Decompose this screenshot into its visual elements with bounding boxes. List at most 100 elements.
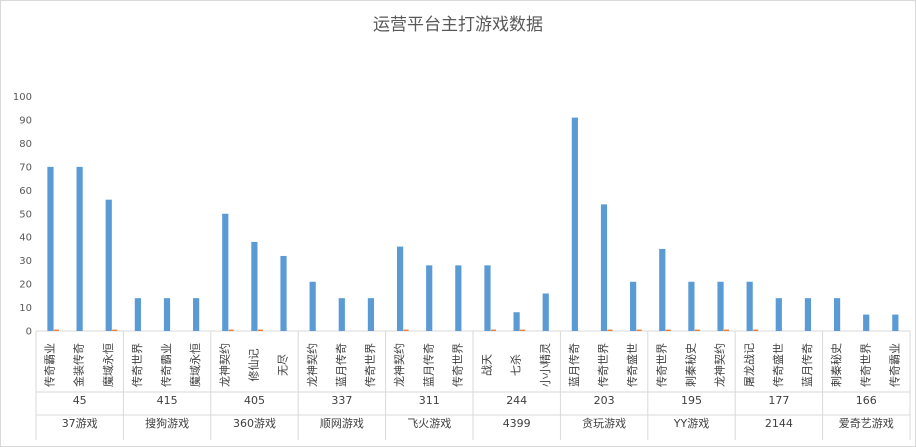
category-label: 蓝月传奇 <box>335 343 348 387</box>
bar <box>309 281 316 331</box>
category-label: 无尽 <box>277 354 290 376</box>
y-tick-label: 40 <box>19 233 32 244</box>
platform-label: 飞火游戏 <box>407 417 451 430</box>
category-label: 屠龙战记 <box>743 343 756 387</box>
bar-secondary <box>490 329 496 331</box>
bar-secondary <box>112 329 118 331</box>
bar <box>746 281 753 331</box>
category-label: 蓝月传奇 <box>568 343 581 387</box>
group-count-label: 203 <box>594 394 615 407</box>
bar-secondary <box>520 329 526 331</box>
platform-label: 360游戏 <box>233 417 276 430</box>
bar <box>367 298 375 331</box>
category-label: 刺秦秘史 <box>829 343 843 387</box>
category-label: 传奇盛世 <box>625 343 639 387</box>
bar-secondary <box>53 329 59 331</box>
bar <box>600 204 608 331</box>
y-tick-label: 80 <box>19 139 32 150</box>
bar <box>222 213 229 331</box>
bar <box>455 265 462 331</box>
bar <box>717 281 724 331</box>
bar <box>892 314 899 331</box>
bar <box>105 199 112 331</box>
bar <box>542 293 549 331</box>
bar-secondary <box>724 329 730 331</box>
platform-label: 顺网游戏 <box>320 417 364 430</box>
category-label: 传奇世界 <box>655 343 668 387</box>
category-label: 金装传奇 <box>72 343 86 387</box>
category-label: 龙神契约 <box>217 343 231 387</box>
y-tick-label: 70 <box>19 162 32 173</box>
bar-secondary <box>753 329 759 331</box>
category-label: 龙神契约 <box>713 343 727 387</box>
bar <box>426 265 433 331</box>
bar <box>280 255 287 331</box>
category-label: 传奇霸业 <box>160 343 173 387</box>
group-count-label: 405 <box>244 394 265 407</box>
bar <box>659 248 666 331</box>
category-label: 蓝月传奇 <box>801 343 814 387</box>
group-count-label: 166 <box>856 394 877 407</box>
category-label: 传奇世界 <box>364 343 377 387</box>
platform-label: 37游戏 <box>62 417 98 430</box>
bar <box>396 246 404 331</box>
category-label: 传奇霸业 <box>888 343 901 387</box>
category-label: 传奇世界 <box>859 343 872 387</box>
y-tick-label: 60 <box>19 186 32 197</box>
group-count-label: 415 <box>157 394 178 407</box>
category-label: 魔域永恒 <box>101 343 115 387</box>
category-label: 传奇盛世 <box>771 343 785 387</box>
category-label: 蓝月传奇 <box>422 343 435 387</box>
group-count-label: 177 <box>768 394 789 407</box>
category-label: 龙神契约 <box>392 343 406 387</box>
group-count-label: 311 <box>419 394 440 407</box>
category-label: 龙神契约 <box>305 343 319 387</box>
group-count-label: 195 <box>681 394 702 407</box>
group-count-label: 244 <box>506 394 527 407</box>
platform-label: 爱奇艺游戏 <box>839 417 894 430</box>
bar <box>775 298 782 331</box>
y-tick-label: 20 <box>19 280 32 291</box>
bar <box>47 166 54 331</box>
y-tick-label: 100 <box>13 92 32 103</box>
platform-label: YY游戏 <box>673 417 709 430</box>
bar-secondary <box>403 329 409 331</box>
bar <box>163 298 171 331</box>
bar <box>688 281 695 331</box>
category-label: 刺秦秘史 <box>684 343 698 387</box>
bar-secondary <box>228 329 234 331</box>
category-label: 七杀 <box>509 354 523 376</box>
bar <box>251 241 258 331</box>
category-label: 传奇世界 <box>451 343 464 387</box>
bar <box>484 265 491 331</box>
bar <box>513 312 520 331</box>
bar <box>571 117 578 331</box>
bar <box>134 298 141 331</box>
category-label: 传奇霸业 <box>44 343 57 387</box>
y-tick-label: 50 <box>19 209 32 220</box>
bar-secondary <box>636 329 642 331</box>
bar <box>804 298 812 331</box>
y-tick-label: 0 <box>26 327 32 338</box>
bar <box>833 298 841 331</box>
bar <box>630 281 637 331</box>
bar-secondary <box>607 329 613 331</box>
bar <box>863 314 870 331</box>
bar <box>193 298 200 331</box>
category-label: 修仙记 <box>247 349 261 382</box>
y-tick-label: 90 <box>19 115 32 126</box>
chart-title: 运营平台主打游戏数据 <box>373 15 543 35</box>
group-count-label: 337 <box>331 394 352 407</box>
category-label: 传奇世界 <box>597 343 610 387</box>
category-label: 传奇世界 <box>131 343 144 387</box>
bar <box>76 166 83 331</box>
group-count-label: 45 <box>73 394 87 407</box>
category-label: 魔域永恒 <box>188 343 202 387</box>
platform-label: 2144 <box>765 417 793 430</box>
bar <box>338 298 345 331</box>
bar-secondary <box>257 329 263 331</box>
bar-secondary <box>665 329 671 331</box>
y-tick-label: 30 <box>19 256 32 267</box>
